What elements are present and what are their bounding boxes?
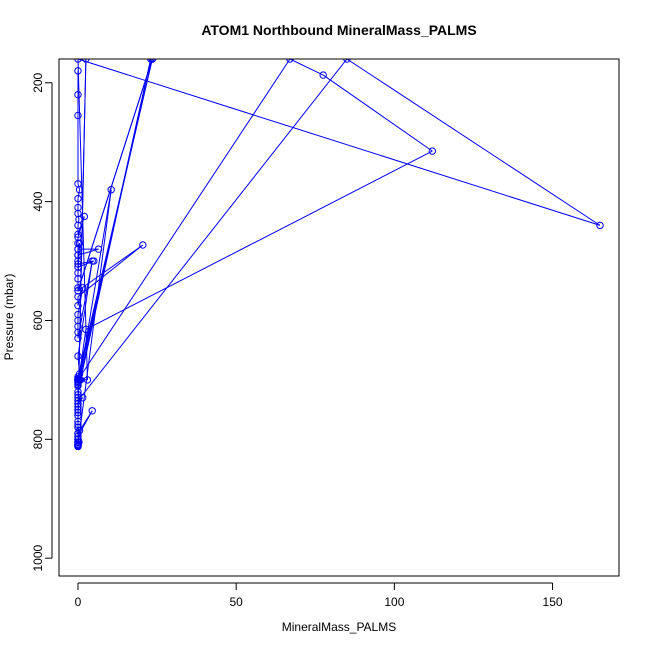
data-point: [74, 251, 82, 259]
data-point: [596, 221, 604, 230]
data-point: [94, 245, 103, 253]
series-line-segment: [85, 150, 433, 330]
series-line-segment: [77, 59, 348, 402]
plot-area: [74, 59, 604, 451]
data-point: [74, 334, 82, 342]
data-point: [88, 257, 96, 265]
data-point: [74, 275, 82, 283]
data-point: [319, 71, 327, 79]
data-point: [79, 284, 87, 292]
data-point: [74, 293, 82, 301]
data-point: [74, 352, 82, 360]
series-lines: [77, 59, 601, 447]
y-tick-label: 600: [31, 310, 45, 330]
data-point: [74, 59, 82, 63]
axes-group: 0 50 100 150 200 400 600 800 1000: [31, 72, 563, 609]
series-line-segment: [77, 59, 87, 422]
data-point: [82, 59, 90, 63]
x-tick-label: 150: [543, 595, 563, 609]
series-line-segment: [289, 59, 324, 76]
series-line-segment: [77, 59, 153, 291]
data-point: [83, 376, 92, 384]
series-line-segment: [77, 59, 601, 226]
data-point: [74, 405, 82, 414]
data-point: [74, 284, 82, 292]
data-point: [343, 59, 351, 63]
data-point: [74, 194, 82, 203]
x-tick-label: 0: [75, 595, 82, 609]
y-tick-label: 800: [31, 429, 45, 449]
data-point: [74, 408, 82, 417]
series-line-segment: [77, 189, 81, 199]
series-points: [74, 59, 604, 451]
y-tick-label: 400: [31, 191, 45, 211]
data-point: [107, 186, 115, 194]
data-point: [74, 442, 82, 451]
data-point: [74, 230, 82, 239]
series-line-segment: [322, 74, 433, 152]
chart-title: ATOM1 Northbound MineralMass_PALMS: [201, 22, 476, 38]
x-tick-label: 100: [384, 595, 404, 609]
series-line-segment: [80, 59, 152, 381]
data-point: [74, 391, 82, 399]
data-point: [428, 147, 437, 155]
data-point: [286, 59, 294, 63]
data-point: [80, 212, 89, 221]
data-point: [75, 186, 84, 194]
y-tick-label: 200: [31, 72, 45, 92]
y-tick-label: 1000: [31, 545, 45, 572]
plot-frame: [58, 58, 620, 577]
series-line-segment: [77, 59, 291, 381]
y-axis-label: Pressure (mbar): [2, 274, 16, 361]
data-point: [74, 67, 82, 75]
data-point: [82, 325, 90, 334]
data-point: [74, 301, 82, 310]
series-line-segment: [346, 59, 601, 226]
data-point: [74, 111, 82, 120]
data-point: [74, 90, 82, 99]
data-point: [147, 59, 155, 63]
series-line-segment: [79, 189, 112, 380]
data-point: [139, 241, 147, 249]
series-line-segment: [77, 244, 144, 298]
data-point: [74, 260, 82, 268]
data-point: [74, 221, 82, 230]
data-point: [88, 407, 96, 415]
series-line-segment: [77, 410, 93, 437]
x-axis-label: MineralMass_PALMS: [282, 620, 396, 634]
x-tick-label: 50: [229, 595, 243, 609]
